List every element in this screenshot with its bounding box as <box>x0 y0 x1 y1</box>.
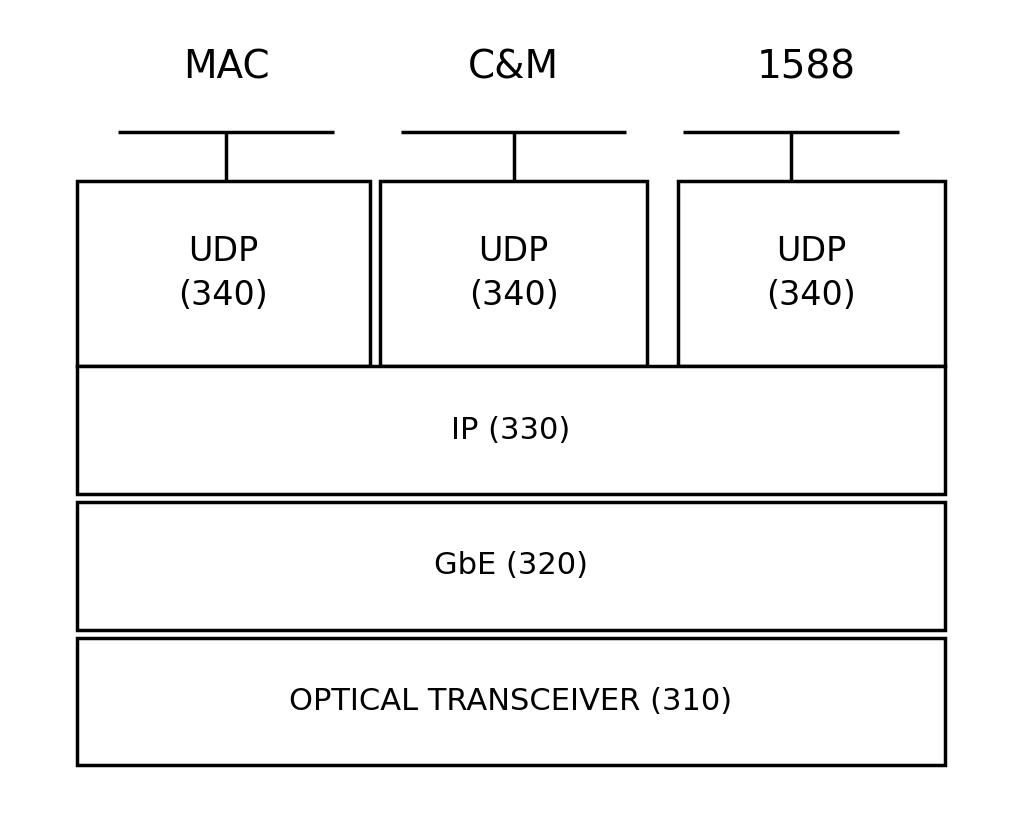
Bar <box>380 181 647 366</box>
Text: IP (330): IP (330) <box>451 416 571 444</box>
Bar <box>77 502 945 630</box>
Text: MAC: MAC <box>183 49 269 86</box>
Text: UDP
(340): UDP (340) <box>766 235 857 312</box>
Text: OPTICAL TRANSCEIVER (310): OPTICAL TRANSCEIVER (310) <box>290 687 732 716</box>
Text: UDP
(340): UDP (340) <box>468 235 559 312</box>
Bar <box>678 181 945 366</box>
Text: UDP
(340): UDP (340) <box>179 235 268 312</box>
Text: C&M: C&M <box>468 49 559 86</box>
Bar <box>77 366 945 494</box>
Bar <box>77 181 370 366</box>
Text: 1588: 1588 <box>757 49 855 86</box>
Text: GbE (320): GbE (320) <box>434 551 587 580</box>
Bar <box>77 638 945 765</box>
